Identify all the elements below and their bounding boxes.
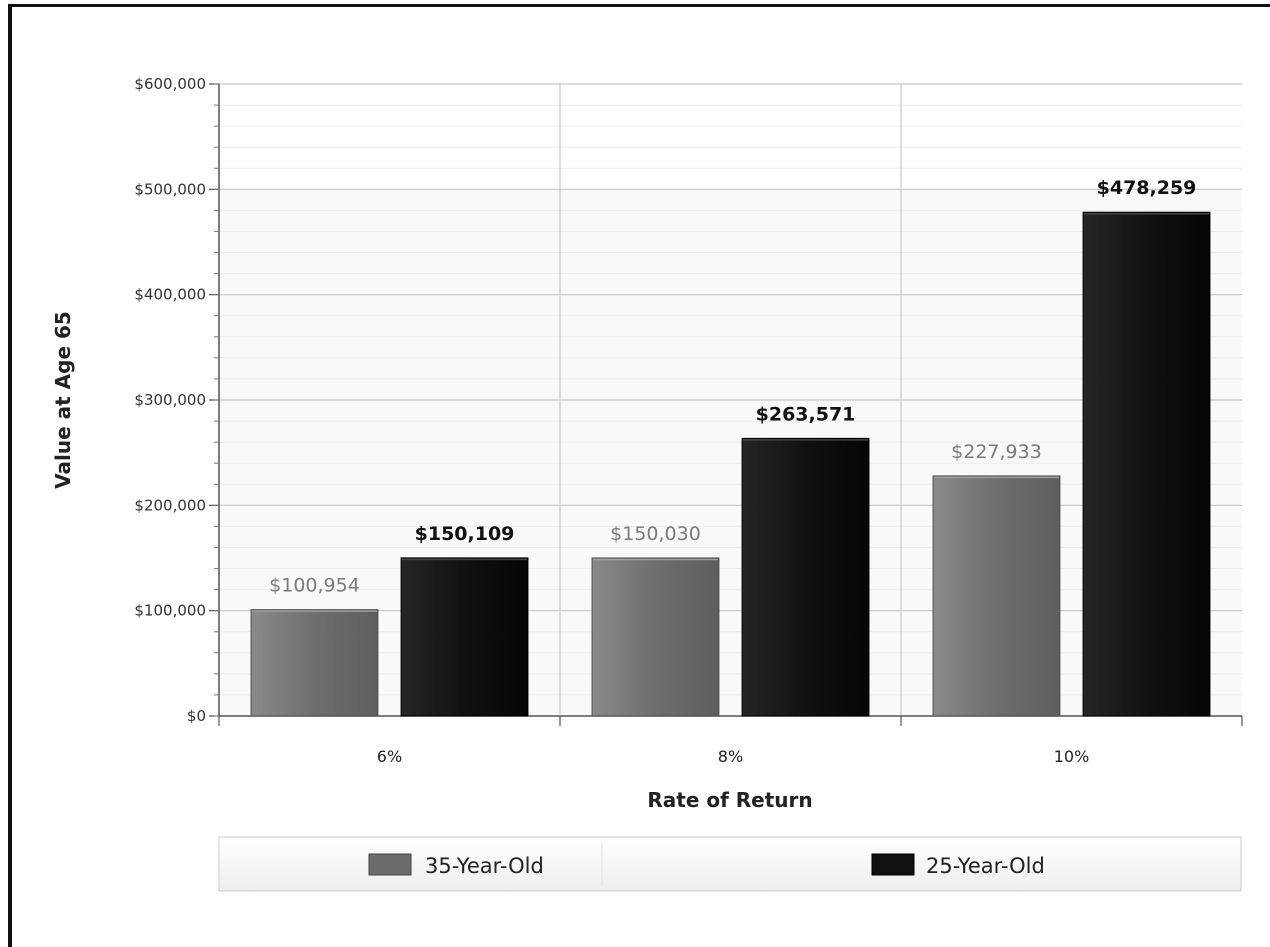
data-label-25-year-old-3: $478,259 [1097,177,1197,199]
data-label-25-year-old-2: $263,571 [756,403,856,425]
data-label-35-year-old-3: $227,933 [951,441,1042,463]
data-labels: $100,954 $150,030 $227,933 $150,109 $263,571… [269,177,1196,596]
y-tick-label: $400,000 [134,286,206,304]
bar-35-year-old-1 [250,609,379,717]
bar-25-year-old-3 [1082,211,1211,717]
legend-swatch-25-year-old [871,853,915,876]
data-label-25-year-old-1: $150,109 [415,523,515,545]
y-tick-label: $300,000 [134,391,206,409]
x-tick-label: 10% [1054,747,1090,766]
bar-25-year-old-2 [741,437,870,717]
y-tick-label: $200,000 [134,496,206,514]
x-axis-title: Rate of Return [647,788,812,812]
bar-35-year-old-2 [591,557,720,717]
x-tick-label: 8% [718,747,743,766]
legend-label-25-year-old: 25-Year-Old [926,854,1045,878]
bar-35-year-old-3 [932,475,1061,717]
legend-label-35-year-old: 35-Year-Old [425,854,544,878]
major-gridlines [219,83,1242,612]
y-tick-label: $600,000 [134,75,206,93]
y-tick-label: $100,000 [134,602,206,620]
plot-band-lower [219,189,1242,716]
bars [250,211,1211,717]
y-tick-label: $0 [187,707,206,725]
y-tick-label: $500,000 [134,180,206,198]
legend: 35-Year-Old 25-Year-Old [218,836,1242,892]
y-axis-ticks: $0 $100,000 $200,000 $300,000 $400,000 $500,0… [134,75,219,725]
x-tick-label: 6% [377,747,402,766]
x-axis-ticks: 6% 8% 10% [218,716,1243,766]
data-label-35-year-old-2: $150,030 [610,523,701,545]
y-axis-title: Value at Age 65 [51,311,75,489]
data-label-35-year-old-1: $100,954 [269,575,360,597]
category-gridlines [559,84,902,716]
plot-band-upper [219,84,1242,189]
legend-swatch-35-year-old [368,853,412,876]
bar-25-year-old-1 [400,557,529,717]
